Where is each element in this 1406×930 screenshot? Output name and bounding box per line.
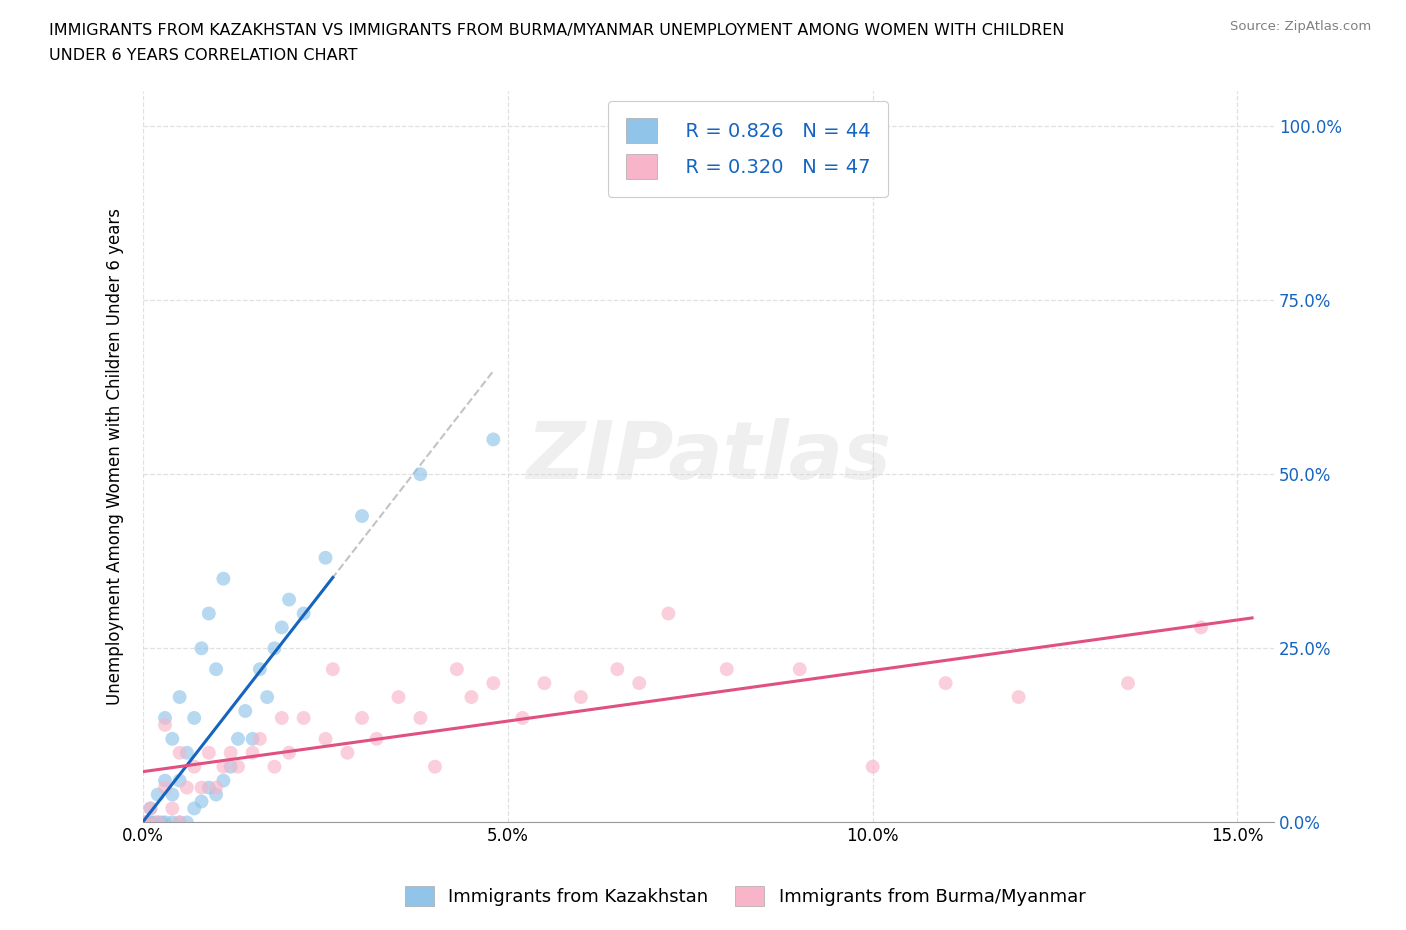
Point [315, 731, 337, 746]
Point [212, 773, 235, 788]
Point [460, 690, 482, 705]
Point [169, 815, 191, 830]
Point [423, 759, 446, 774]
Point [569, 690, 592, 705]
Point [249, 731, 271, 746]
Point [135, 815, 157, 830]
Point [162, 787, 184, 802]
Text: IMMIGRANTS FROM KAZAKHSTAN VS IMMIGRANTS FROM BURMA/MYANMAR UNEMPLOYMENT AMONG W: IMMIGRANTS FROM KAZAKHSTAN VS IMMIGRANTS… [49, 23, 1064, 38]
Point [242, 731, 264, 746]
Point [190, 780, 212, 795]
Point [606, 662, 628, 677]
Point [512, 711, 534, 725]
Point [278, 592, 301, 607]
Point [935, 676, 957, 691]
Point [139, 801, 162, 816]
Point [263, 759, 285, 774]
Point [242, 745, 264, 760]
Point [183, 711, 205, 725]
Point [132, 815, 155, 830]
Point [278, 745, 301, 760]
Point [249, 662, 271, 677]
Point [387, 690, 409, 705]
Point [789, 662, 811, 677]
Point [322, 662, 344, 677]
Text: ZIPatlas: ZIPatlas [526, 418, 891, 496]
Point [482, 676, 505, 691]
Point [139, 815, 162, 830]
Text: Source: ZipAtlas.com: Source: ZipAtlas.com [1230, 20, 1371, 33]
Point [263, 641, 285, 656]
Point [198, 606, 221, 621]
Legend: Immigrants from Kazakhstan, Immigrants from Burma/Myanmar: Immigrants from Kazakhstan, Immigrants f… [398, 879, 1092, 913]
Point [292, 606, 315, 621]
Point [482, 432, 505, 446]
Point [190, 794, 212, 809]
Point [162, 801, 184, 816]
Point [409, 711, 432, 725]
Y-axis label: Unemployment Among Women with Children Under 6 years: Unemployment Among Women with Children U… [107, 208, 124, 705]
Text: UNDER 6 YEARS CORRELATION CHART: UNDER 6 YEARS CORRELATION CHART [49, 48, 357, 63]
Point [350, 711, 373, 725]
Point [143, 815, 166, 830]
Point [176, 745, 198, 760]
Legend:   R = 0.826   N = 44,   R = 0.320   N = 47: R = 0.826 N = 44, R = 0.320 N = 47 [609, 101, 887, 196]
Point [146, 815, 169, 830]
Point [146, 815, 169, 830]
Point [132, 815, 155, 830]
Point [1116, 676, 1139, 691]
Point [153, 711, 176, 725]
Point [153, 773, 176, 788]
Point [1189, 620, 1212, 635]
Point [176, 780, 198, 795]
Point [350, 509, 373, 524]
Point [212, 759, 235, 774]
Point [190, 641, 212, 656]
Point [198, 780, 221, 795]
Point [628, 676, 651, 691]
Point [135, 815, 157, 830]
Point [169, 815, 191, 830]
Point [270, 711, 292, 725]
Point [139, 801, 162, 816]
Point [212, 571, 235, 586]
Point [153, 717, 176, 732]
Point [409, 467, 432, 482]
Point [176, 815, 198, 830]
Point [146, 787, 169, 802]
Point [162, 731, 184, 746]
Point [336, 745, 359, 760]
Point [219, 759, 242, 774]
Point [657, 606, 679, 621]
Point [205, 787, 228, 802]
Point [1007, 690, 1029, 705]
Point [169, 773, 191, 788]
Point [315, 551, 337, 565]
Point [153, 815, 176, 830]
Point [183, 759, 205, 774]
Point [226, 731, 249, 746]
Point [219, 745, 242, 760]
Point [256, 690, 278, 705]
Point [169, 690, 191, 705]
Point [153, 780, 176, 795]
Point [183, 801, 205, 816]
Point [169, 745, 191, 760]
Point [446, 662, 468, 677]
Point [862, 759, 884, 774]
Point [716, 662, 738, 677]
Point [198, 745, 221, 760]
Point [292, 711, 315, 725]
Point [270, 620, 292, 635]
Point [226, 759, 249, 774]
Point [150, 815, 173, 830]
Point [533, 676, 555, 691]
Point [233, 703, 256, 718]
Point [205, 780, 228, 795]
Point [205, 662, 228, 677]
Point [628, 140, 651, 154]
Point [162, 815, 184, 830]
Point [366, 731, 388, 746]
